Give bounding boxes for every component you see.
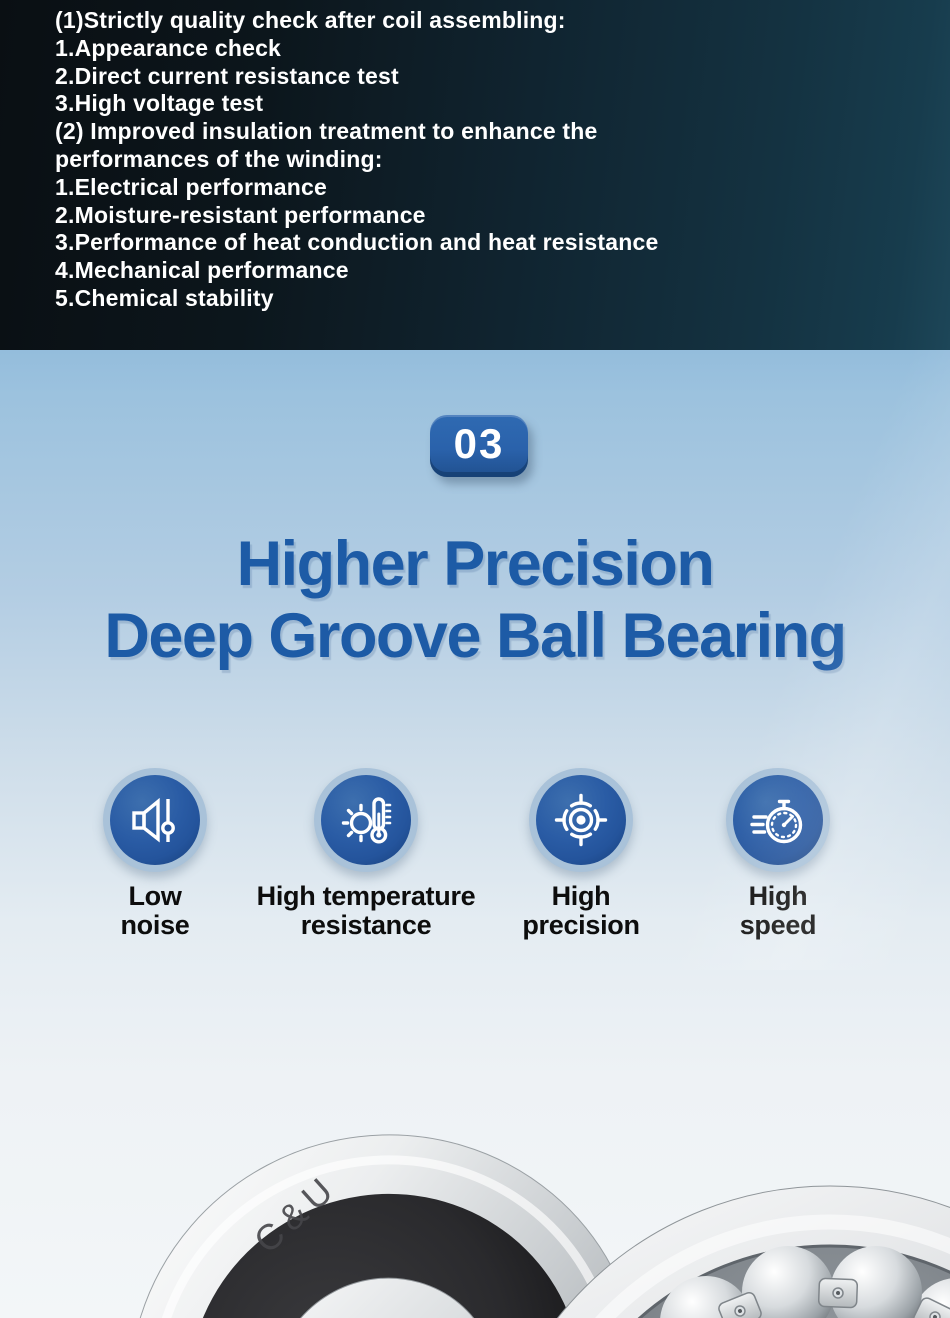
feature-label-line1: High temperature bbox=[256, 881, 476, 911]
quality-check-panel: (1)Strictly quality check after coil ass… bbox=[0, 0, 950, 350]
feature-label: High speed bbox=[740, 882, 817, 940]
feature-icon-badge bbox=[726, 768, 830, 872]
high-precision-icon bbox=[554, 793, 608, 847]
quality-line: performances of the winding: bbox=[55, 145, 383, 172]
feature-icon-badge bbox=[103, 768, 207, 872]
quality-line: 2.Moisture-resistant performance bbox=[55, 201, 426, 228]
quality-line: 3.High voltage test bbox=[55, 90, 264, 117]
quality-line: 3.Performance of heat conduction and hea… bbox=[55, 229, 659, 256]
feature-label-line1: High bbox=[748, 881, 808, 911]
quality-line: 2.Direct current resistance test bbox=[55, 62, 399, 89]
feature-label-line1: Low bbox=[128, 881, 182, 911]
feature-icon-circle bbox=[536, 775, 626, 865]
bearing-cage bbox=[718, 1277, 950, 1318]
open-bearing bbox=[557, 1185, 950, 1318]
quality-line: (2) Improved insulation treatment to enh… bbox=[55, 118, 598, 145]
feature-icon-circle bbox=[321, 775, 411, 865]
feature-high-speed: High speed bbox=[658, 768, 898, 940]
page-title-line1: Higher Precision bbox=[236, 529, 715, 599]
feature-label: Low noise bbox=[120, 882, 189, 940]
section-number-badge: 03 bbox=[430, 415, 528, 477]
feature-label-line2: resistance bbox=[300, 910, 432, 940]
feature-icon-badge bbox=[314, 768, 418, 872]
feature-label-line2: speed bbox=[739, 910, 817, 940]
quality-line: 1.Appearance check bbox=[55, 34, 282, 61]
quality-line: (1)Strictly quality check after coil ass… bbox=[55, 7, 566, 33]
feature-low-noise: Low noise bbox=[35, 768, 275, 940]
feature-label-line2: precision bbox=[522, 910, 640, 940]
quality-line: 1.Electrical performance bbox=[55, 173, 327, 200]
page-title-line2: Deep Groove Ball Bearing bbox=[104, 601, 847, 671]
section-number: 03 bbox=[453, 420, 505, 467]
page-title: Higher Precision Deep Groove Ball Bearin… bbox=[0, 528, 950, 672]
feature-label: High precision bbox=[522, 881, 640, 940]
feature-label: High temperature resistance bbox=[257, 882, 476, 940]
quality-line: 5.Chemical stability bbox=[55, 284, 274, 311]
bearings-product-photo: C&U bbox=[128, 1134, 950, 1318]
feature-icon-circle bbox=[733, 775, 823, 865]
feature-label-line2: noise bbox=[120, 910, 190, 940]
high-speed-icon bbox=[750, 799, 803, 844]
feature-icon-circle bbox=[110, 775, 200, 865]
quality-line: 4.Mechanical performance bbox=[55, 257, 349, 284]
high-temperature-icon bbox=[341, 797, 392, 844]
feature-label-line1: High bbox=[551, 881, 611, 911]
feature-icon-badge bbox=[529, 768, 633, 872]
feature-high-precision: High precision bbox=[461, 768, 701, 940]
low-noise-icon bbox=[132, 797, 175, 843]
feature-high-temperature: High temperature resistance bbox=[246, 768, 486, 940]
